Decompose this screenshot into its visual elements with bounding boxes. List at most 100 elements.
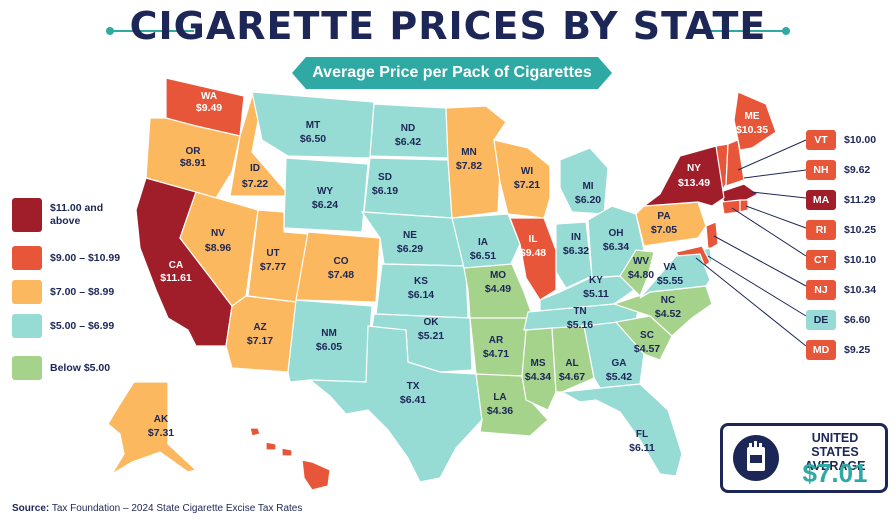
state-label-nv: NV <box>211 228 225 239</box>
source-label: Source: <box>12 503 50 514</box>
state-label-nm: NM <box>321 328 337 339</box>
state-label-co: CO <box>334 256 349 267</box>
subtitle: Average Price per Pack of Cigarettes <box>312 64 592 81</box>
leader-line-vt <box>737 139 807 171</box>
state-label-az: AZ <box>253 322 266 333</box>
callout-abbr: MA <box>806 190 836 210</box>
legend-label: $7.00 – $8.99 <box>50 285 115 298</box>
callout-price: $10.25 <box>844 224 877 236</box>
state-price-wv: $4.80 <box>628 269 654 281</box>
state-price-ky: $5.11 <box>583 288 609 300</box>
state-label-ky: KY <box>589 275 603 286</box>
national-average-label: UNITED STATES AVERAGE <box>804 431 866 473</box>
state-label-or: OR <box>186 146 202 157</box>
state-shape-nj <box>705 221 719 252</box>
legend-item: Below $5.00 <box>12 356 130 380</box>
callout-ct: CT $10.10 <box>806 250 876 270</box>
state-shape-az <box>225 295 297 373</box>
state-price-in: $6.32 <box>563 245 589 257</box>
state-label-ks: KS <box>414 276 428 287</box>
state-label-sc: SC <box>640 330 654 341</box>
state-shape-hi3 <box>281 447 293 457</box>
state-price-ar: $4.71 <box>483 348 509 360</box>
page-title: CIGARETTE PRICES BY STATE <box>129 4 767 48</box>
state-label-me: ME <box>745 111 760 122</box>
legend-item: $7.00 – $8.99 <box>12 280 130 304</box>
callout-abbr: RI <box>806 220 836 240</box>
callout-vt: VT $10.00 <box>806 130 876 150</box>
state-shape-ia <box>451 213 521 269</box>
state-shape-hi1 <box>249 427 261 437</box>
state-shape-wi <box>493 139 551 219</box>
state-shape-il <box>509 217 557 301</box>
state-shape-al <box>551 325 595 393</box>
state-price-mo: $4.49 <box>485 283 511 295</box>
leader-line-md <box>695 257 807 347</box>
state-shape-ma <box>719 183 760 203</box>
state-label-oh: OH <box>609 228 624 239</box>
legend-item: $5.00 – $6.99 <box>12 314 130 338</box>
callout-ma: MA $11.29 <box>806 190 876 210</box>
state-price-me: $10.35 <box>736 124 768 136</box>
state-label-wy: WY <box>317 186 333 197</box>
state-price-ga: $5.42 <box>606 371 632 383</box>
legend-label: $11.00 and above <box>50 202 104 227</box>
state-label-wi: WI <box>521 166 533 177</box>
legend-item: $9.00 – $10.99 <box>12 246 130 270</box>
state-price-ne: $6.29 <box>397 243 423 255</box>
legend-item: $11.00 and above <box>12 198 130 232</box>
state-label-mt: MT <box>306 120 320 131</box>
state-shape-fl <box>560 383 683 477</box>
leader-line-nj <box>713 235 807 287</box>
state-shape-ak <box>107 381 198 475</box>
state-label-nc: NC <box>661 295 675 306</box>
leader-line-de <box>707 255 807 317</box>
callout-price: $9.62 <box>844 164 871 176</box>
national-average-value: $7.01 <box>802 458 868 488</box>
state-label-wv: WV <box>633 256 649 267</box>
state-label-va: VA <box>663 262 676 273</box>
state-shape-id <box>229 95 292 197</box>
state-label-sd: SD <box>378 172 392 183</box>
state-price-mi: $6.20 <box>575 194 601 206</box>
legend-swatch <box>12 314 42 338</box>
title-dot-left <box>106 27 114 35</box>
callout-abbr: DE <box>806 310 836 330</box>
state-shape-sc <box>614 315 673 361</box>
state-label-in: IN <box>571 232 581 243</box>
state-label-al: AL <box>565 358 578 369</box>
state-price-va: $5.55 <box>657 275 683 287</box>
leader-line-ct <box>731 207 807 257</box>
state-price-ny: $13.49 <box>678 177 710 189</box>
state-label-fl: FL <box>636 429 648 440</box>
state-shape-ri <box>739 199 749 213</box>
state-price-az: $7.17 <box>247 335 273 347</box>
state-label-tx: TX <box>407 381 420 392</box>
callout-abbr: NH <box>806 160 836 180</box>
callout-md: MD $9.25 <box>806 340 870 360</box>
state-price-fl: $6.11 <box>629 442 655 454</box>
legend-label: $5.00 – $6.99 <box>50 319 115 332</box>
callout-abbr: VT <box>806 130 836 150</box>
state-price-tn: $5.16 <box>567 319 593 331</box>
state-label-mi: MI <box>582 181 593 192</box>
callout-price: $10.00 <box>844 134 877 146</box>
state-price-or: $8.91 <box>180 157 206 169</box>
state-price-pa: $7.05 <box>651 224 677 236</box>
state-label-wa: WA <box>201 91 217 102</box>
state-price-sd: $6.19 <box>372 185 398 197</box>
callout-abbr: CT <box>806 250 836 270</box>
state-label-pa: PA <box>657 211 670 222</box>
state-price-la: $4.36 <box>487 405 513 417</box>
state-price-co: $7.48 <box>328 269 354 281</box>
state-price-wa: $9.49 <box>196 102 222 114</box>
state-price-il: $9.48 <box>520 247 546 259</box>
state-price-oh: $6.34 <box>603 241 629 253</box>
state-price-ca: $11.61 <box>160 272 192 284</box>
state-price-ia: $6.51 <box>470 250 496 262</box>
state-label-ca: CA <box>169 260 183 271</box>
subtitle-ribbon <box>292 57 612 89</box>
legend-swatch <box>12 198 42 232</box>
callout-ri: RI $10.25 <box>806 220 876 240</box>
callout-abbr: NJ <box>806 280 836 300</box>
